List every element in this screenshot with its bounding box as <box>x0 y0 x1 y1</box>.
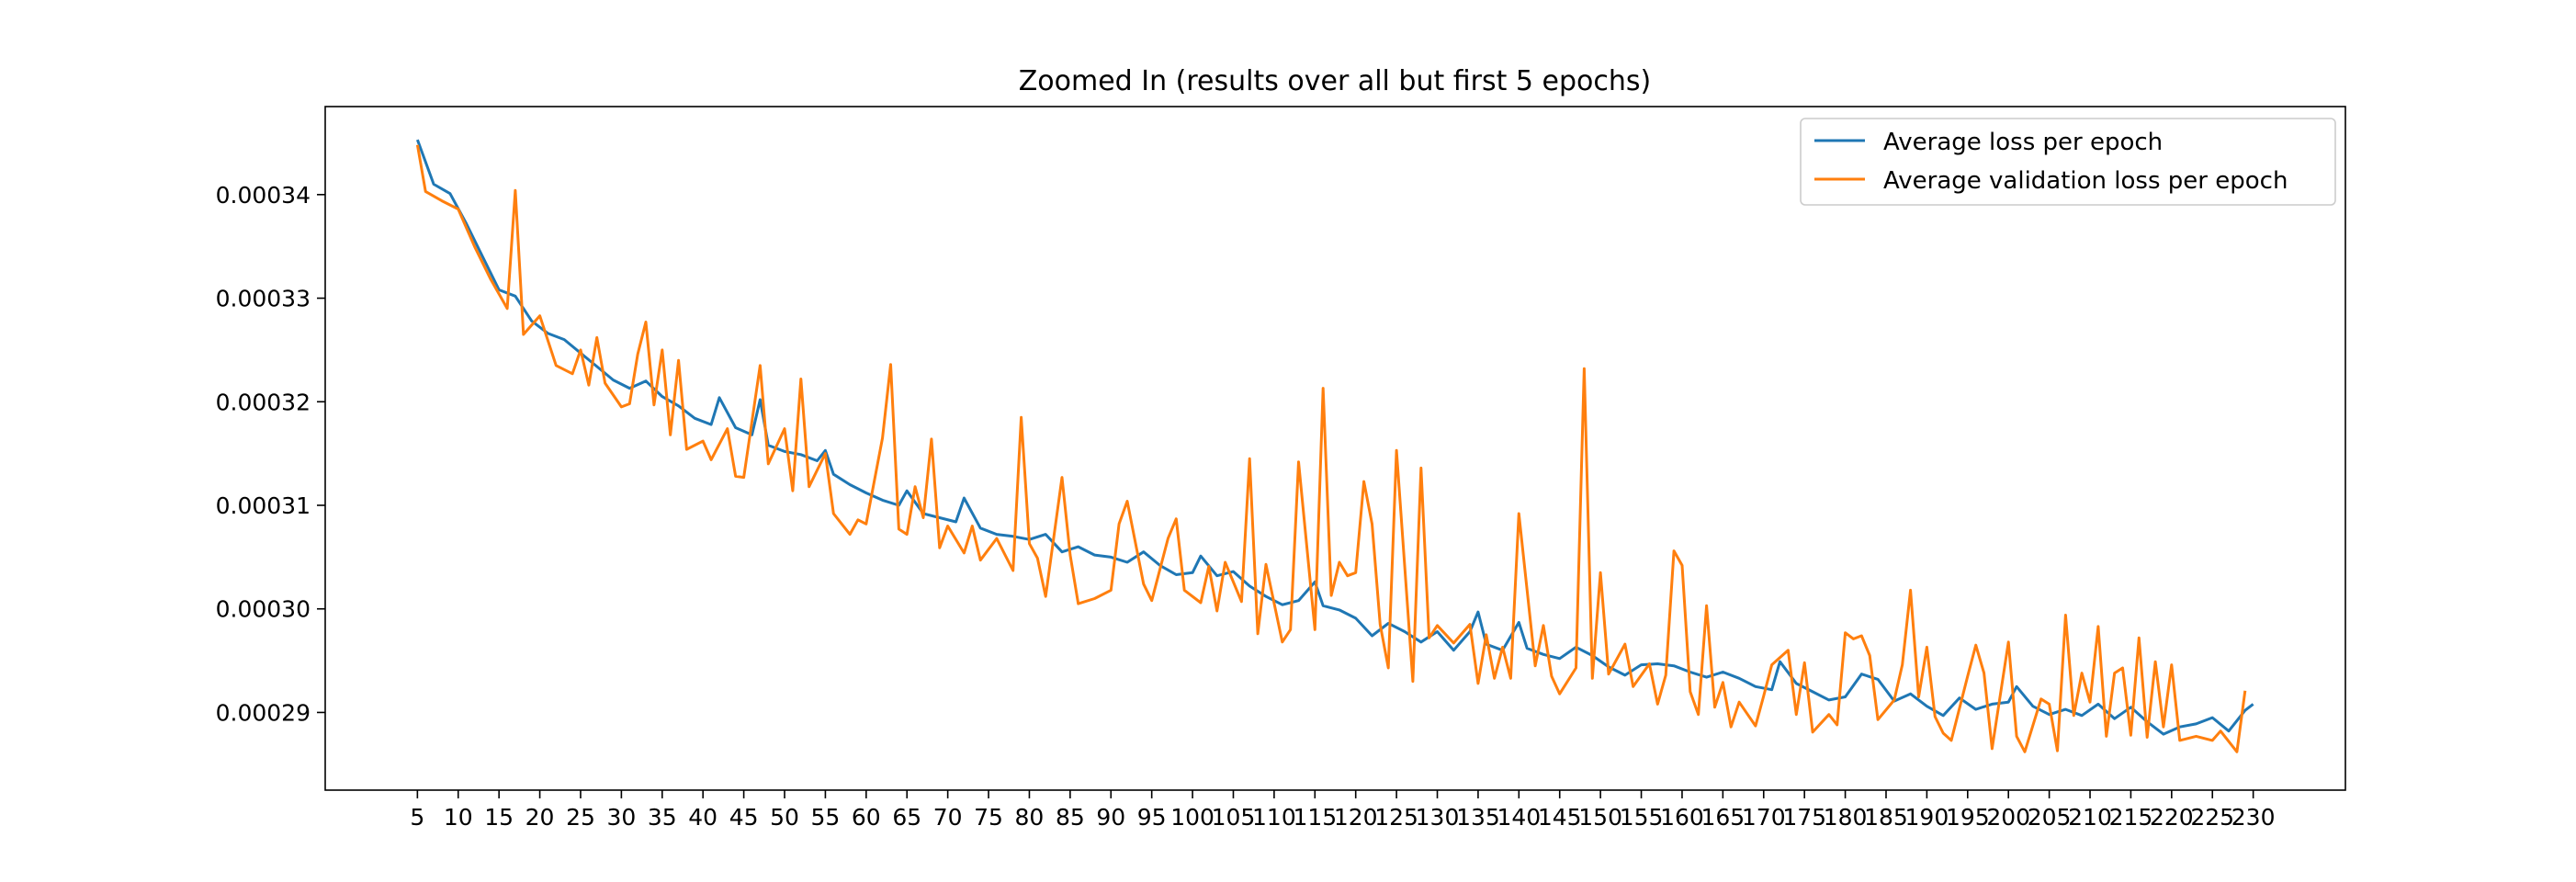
x-axis: 5 10 15 20 25 30 35 40 45 50 55 60 65 70 75 80 85 90 95 100… <box>410 790 2276 831</box>
x-tick-label: 90 <box>1096 804 1125 831</box>
plot-frame <box>324 106 2346 791</box>
x-tick-label: 30 <box>606 804 636 831</box>
x-tick-label: 45 <box>729 804 759 831</box>
x-tick-label: 175 <box>1782 804 1826 831</box>
x-tick-label: 5 <box>410 804 424 831</box>
x-tick-label: 180 <box>1824 804 1868 831</box>
x-tick-label: 95 <box>1137 804 1167 831</box>
x-tick-label: 130 <box>1416 804 1460 831</box>
legend-label-loss: Average loss per epoch <box>1883 129 2163 156</box>
x-tick-label: 100 <box>1170 804 1215 831</box>
x-tick-label: 210 <box>2068 804 2112 831</box>
y-tick-label: 0.00029 <box>216 699 311 726</box>
x-tick-label: 205 <box>2028 804 2072 831</box>
y-axis: 0.00029 0.00030 0.00031 0.00032 0.00033 0.000… <box>216 182 325 726</box>
legend-frame <box>1800 118 2336 206</box>
y-tick-label: 0.00034 <box>216 182 311 209</box>
x-tick-label: 70 <box>933 804 963 831</box>
x-tick-label: 65 <box>892 804 921 831</box>
y-tick-label: 0.00032 <box>216 389 311 415</box>
x-tick-label: 105 <box>1212 804 1256 831</box>
x-tick-label: 155 <box>1620 804 1664 831</box>
x-tick-label: 20 <box>525 804 555 831</box>
x-tick-label: 80 <box>1015 804 1045 831</box>
x-tick-label: 15 <box>484 804 514 831</box>
y-tick-label: 0.00031 <box>216 492 311 519</box>
x-tick-label: 10 <box>444 804 473 831</box>
x-tick-label: 150 <box>1578 804 1622 831</box>
x-tick-label: 60 <box>852 804 881 831</box>
x-tick-label: 55 <box>811 804 841 831</box>
x-tick-label: 140 <box>1497 804 1541 831</box>
series-layer <box>415 139 2254 753</box>
x-tick-label: 190 <box>1905 804 1949 831</box>
x-tick-label: 115 <box>1293 804 1337 831</box>
x-tick-label: 225 <box>2190 804 2234 831</box>
x-tick-label: 195 <box>1946 804 1990 831</box>
x-tick-label: 230 <box>2231 804 2276 831</box>
x-tick-label: 165 <box>1701 804 1746 831</box>
x-tick-label: 145 <box>1538 804 1582 831</box>
x-tick-label: 85 <box>1056 804 1085 831</box>
x-tick-label: 40 <box>688 804 717 831</box>
series-line-0 <box>415 139 2254 736</box>
x-tick-label: 120 <box>1334 804 1378 831</box>
x-tick-label: 160 <box>1660 804 1704 831</box>
legend: Average loss per epoch Average validatio… <box>1800 118 2336 206</box>
x-tick-label: 50 <box>770 804 799 831</box>
x-tick-label: 135 <box>1456 804 1500 831</box>
x-tick-label: 125 <box>1374 804 1418 831</box>
x-tick-label: 215 <box>2109 804 2153 831</box>
x-tick-label: 200 <box>1986 804 2030 831</box>
y-tick-label: 0.00033 <box>216 286 311 312</box>
chart-title: Zoomed In (results over all but first 5 … <box>1019 65 1652 97</box>
x-tick-label: 170 <box>1742 804 1786 831</box>
x-tick-label: 220 <box>2150 804 2194 831</box>
x-tick-label: 25 <box>566 804 595 831</box>
x-tick-label: 35 <box>648 804 677 831</box>
x-tick-label: 75 <box>974 804 1003 831</box>
x-tick-label: 110 <box>1252 804 1296 831</box>
legend-label-validation-loss: Average validation loss per epoch <box>1883 167 2288 195</box>
x-tick-label: 185 <box>1864 804 1908 831</box>
y-tick-label: 0.00030 <box>216 596 311 623</box>
series-line-1 <box>415 144 2247 753</box>
